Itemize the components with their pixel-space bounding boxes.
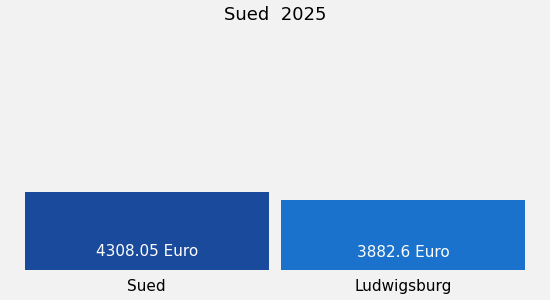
Bar [282, 200, 525, 270]
Text: 3882.6 Euro: 3882.6 Euro [357, 245, 450, 260]
Title: Sued  2025: Sued 2025 [224, 6, 326, 24]
Bar [25, 192, 268, 270]
Text: 4308.05 Euro: 4308.05 Euro [96, 244, 198, 259]
